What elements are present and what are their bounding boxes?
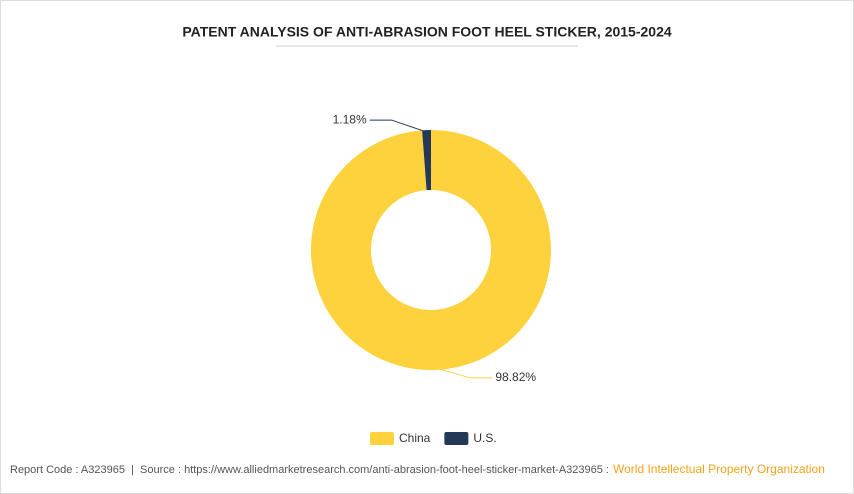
slice (422, 130, 431, 191)
footer-org: World Intellectual Property Organization (613, 462, 825, 476)
data-label: 1.18% (333, 112, 367, 126)
legend-label: U.S. (473, 431, 496, 445)
legend-swatch (370, 432, 394, 445)
chart-title: PATENT ANALYSIS OF ANTI-ABRASION FOOT HE… (182, 24, 672, 40)
legend-swatch (444, 432, 469, 445)
leader-line (435, 367, 493, 379)
legend-label: China (399, 431, 431, 445)
data-label: 98.82% (495, 370, 536, 384)
slice (310, 130, 551, 371)
leader-line (369, 119, 427, 133)
footer-text: Report Code : A323965 | Source : https:/… (10, 464, 609, 476)
